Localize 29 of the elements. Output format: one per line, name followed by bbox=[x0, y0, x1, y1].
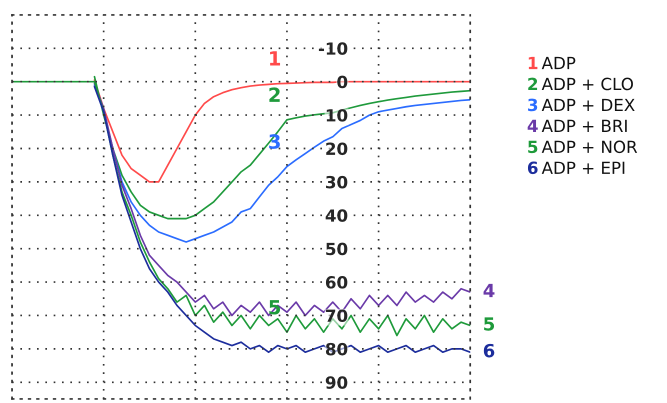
y-tick-label: 0 bbox=[337, 76, 348, 88]
y-tick-label: 90 bbox=[326, 376, 348, 389]
text: ADP + DEX bbox=[542, 98, 635, 111]
y-tick-label: 60 bbox=[326, 276, 348, 289]
text: 5 bbox=[528, 140, 538, 154]
y-tick-label: 30 bbox=[326, 176, 348, 188]
y-tick-label: 70 bbox=[326, 309, 348, 322]
annotation: 2 bbox=[269, 87, 280, 102]
text: ADP + NOR bbox=[542, 140, 638, 154]
text: 2 bbox=[528, 78, 538, 90]
text: 6 bbox=[528, 162, 538, 174]
y-tick-label: 50 bbox=[326, 242, 348, 256]
text: 4 bbox=[528, 120, 538, 132]
text: 4 bbox=[484, 284, 494, 298]
y-tick-label: 40 bbox=[326, 209, 348, 222]
text: ADP + BRI bbox=[542, 120, 627, 132]
text: 1 bbox=[528, 56, 538, 70]
annotation: 1 bbox=[270, 51, 280, 66]
y-tick-label: -10 bbox=[318, 42, 348, 55]
text: 3 bbox=[528, 98, 538, 112]
text: 6 bbox=[484, 344, 494, 358]
text: ADP bbox=[542, 56, 576, 70]
text: ADP + EPI bbox=[542, 162, 624, 174]
text: ADP + CLO bbox=[542, 78, 633, 90]
y-tick-label: 80 bbox=[326, 342, 348, 356]
y-tick-label: 20 bbox=[326, 142, 348, 156]
y-tick-label: 10 bbox=[326, 109, 348, 122]
text: 5 bbox=[484, 317, 494, 331]
annotation: 3 bbox=[269, 134, 280, 149]
